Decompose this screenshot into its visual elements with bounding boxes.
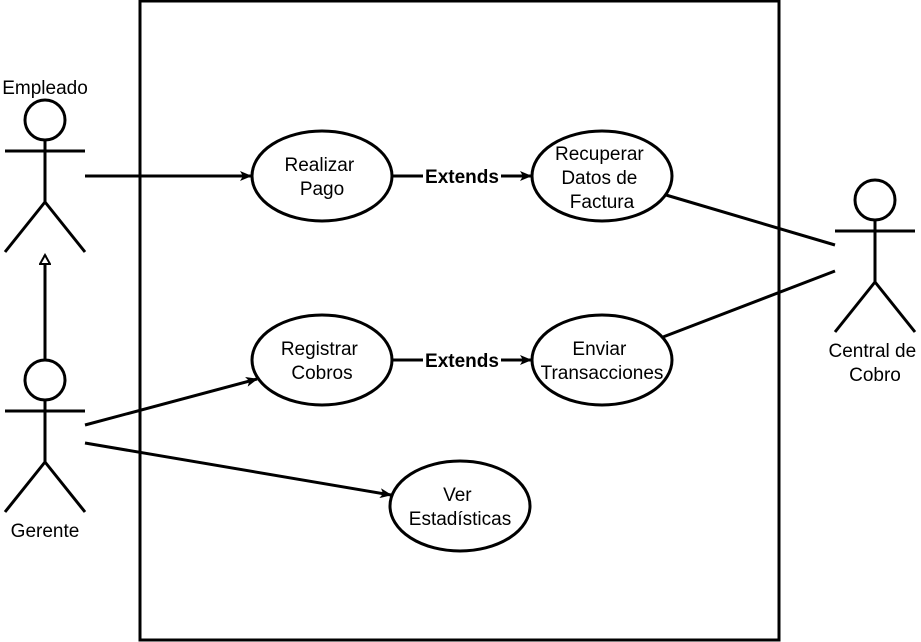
actor-central-de-cobro: Central de Cobro — [829, 178, 921, 386]
actor-empleado-label: Empleado — [2, 78, 88, 99]
actor-central-head — [853, 178, 897, 222]
usecase-registrar-line2: Cobros — [291, 363, 352, 384]
svg-text:Enviar Transacciones: Enviar Transacciones — [541, 339, 664, 384]
usecase-ver-line1: Ver — [443, 485, 472, 506]
usecase-recuperar-line1: Recuperar — [555, 144, 644, 165]
actor-central-label-line2: Cobro — [849, 365, 901, 386]
actor-gerente-label: Gerente — [11, 521, 80, 542]
assoc-gerente-registrar-cobros — [84, 377, 258, 427]
system-boundary — [138, 0, 781, 642]
usecase-registrar-line1: Registrar — [281, 339, 359, 360]
actor-central-label-line1: Central de — [829, 341, 917, 362]
usecase-recuperar-line2: Datos de — [561, 168, 637, 189]
usecase-enviar-line2: Transacciones — [541, 363, 664, 384]
actor-empleado: Empleado — [2, 78, 88, 253]
svg-text:Registrar Cobros: Registrar Cobros — [281, 339, 363, 384]
extends-label-1: Extends — [425, 167, 499, 188]
usecase-realizar-pago: Realizar Pago — [250, 129, 394, 223]
usecase-realizar-pago-line2: Pago — [300, 179, 344, 200]
extends-label-2: Extends — [425, 351, 499, 372]
usecase-ver-line2: Estadísticas — [409, 509, 511, 530]
usecase-enviar-transacciones: Enviar Transacciones — [530, 313, 674, 407]
actor-gerente-head — [23, 358, 67, 402]
svg-text:Ver Estadísticas: Ver Estadísticas — [409, 485, 511, 530]
assoc-recuperar-central — [665, 193, 836, 247]
actor-gerente: Gerente — [3, 358, 87, 542]
usecase-realizar-pago-line1: Realizar — [285, 155, 355, 176]
actor-empleado-head — [23, 98, 67, 142]
svg-text:Realizar Pago: Realizar Pago — [285, 155, 360, 200]
svg-text:Recuperar Datos de: Recuperar Datos de Factura — [555, 144, 649, 213]
assoc-enviar-central — [662, 269, 836, 339]
usecase-registrar-cobros: Registrar Cobros — [250, 313, 394, 407]
assoc-gerente-ver-estadisticas — [84, 441, 392, 499]
usecase-recuperar-datos-factura: Recuperar Datos de Factura — [530, 129, 674, 223]
usecase-recuperar-line3: Factura — [570, 192, 635, 213]
usecase-enviar-line1: Enviar — [572, 339, 627, 360]
usecase-ver-estadisticas: Ver Estadísticas — [388, 459, 532, 553]
actor-central-label: Central de Cobro — [829, 341, 921, 386]
